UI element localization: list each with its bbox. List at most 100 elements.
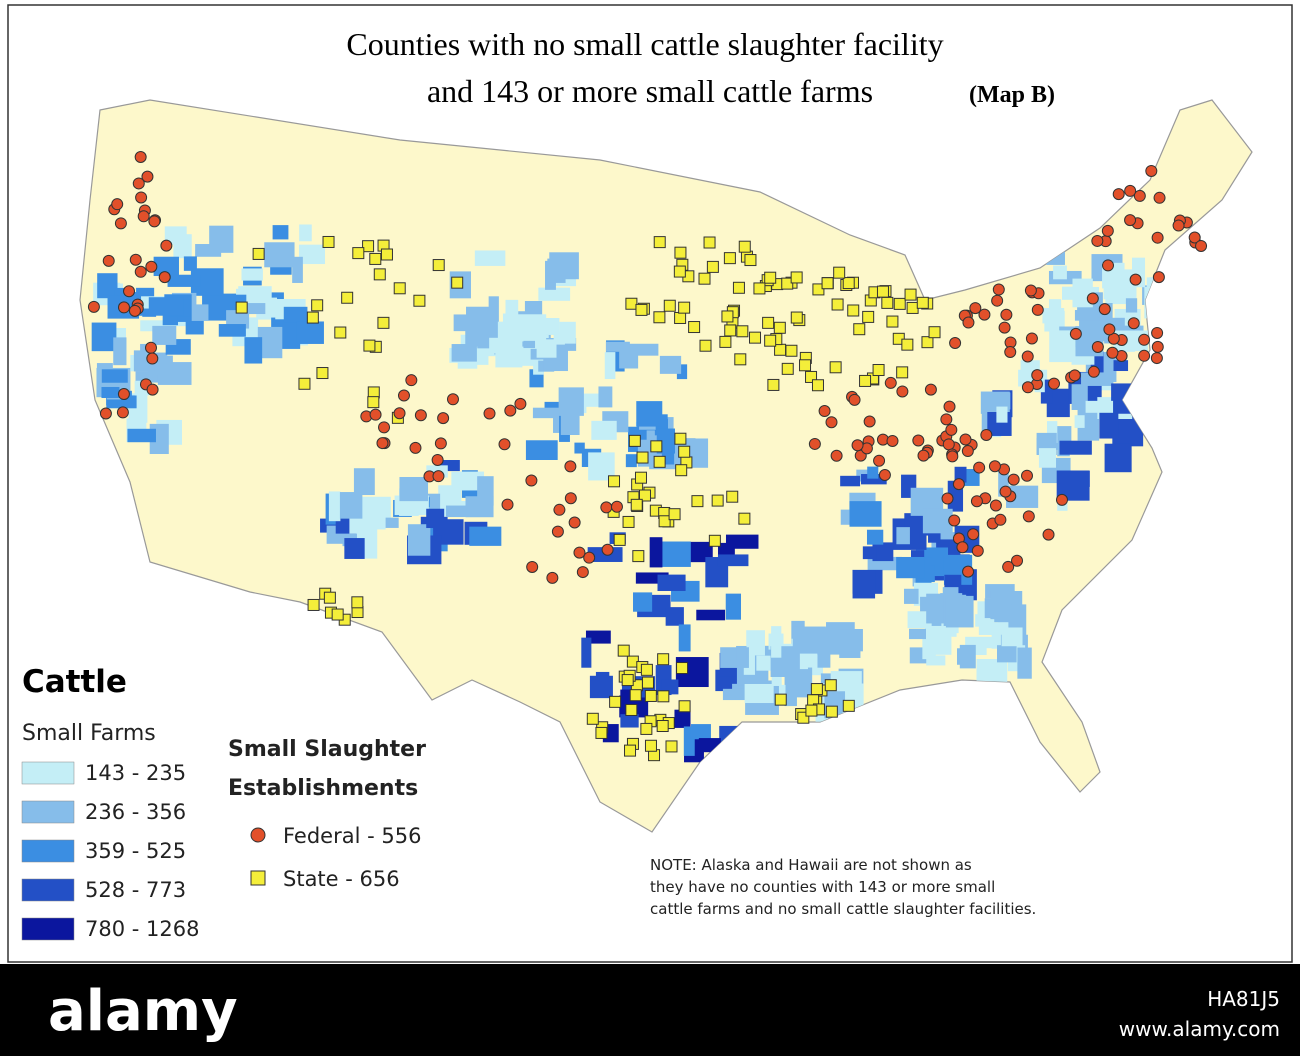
- establishments-title: Establishments: [228, 776, 418, 801]
- federal-dot: [102, 254, 115, 267]
- federal-dot: [942, 438, 955, 451]
- state-square: [306, 311, 319, 324]
- federal-dot: [851, 439, 864, 452]
- state-square: [706, 260, 719, 273]
- state-square: [644, 739, 657, 752]
- state-square: [847, 304, 860, 317]
- county-patch: [659, 355, 682, 374]
- county-patch: [1006, 485, 1039, 508]
- county-patch: [547, 258, 566, 283]
- county-patch: [904, 588, 919, 604]
- state-square: [451, 276, 464, 289]
- county-patch: [299, 224, 312, 242]
- federal-dot: [437, 412, 450, 425]
- federal-dot: [129, 253, 142, 266]
- state-square: [764, 334, 777, 347]
- establishments-title: Small Slaughter: [228, 737, 426, 762]
- county-patch: [994, 608, 1020, 623]
- federal-dot: [568, 516, 581, 529]
- federal-dot: [250, 827, 266, 843]
- state-square: [656, 720, 669, 733]
- state-square: [711, 494, 724, 507]
- county-patch: [862, 546, 877, 560]
- federal-dot: [1124, 214, 1137, 227]
- state-square: [613, 533, 626, 546]
- state-square: [749, 331, 762, 344]
- county-patch: [861, 474, 887, 485]
- federal-dot: [1042, 528, 1055, 541]
- county-patch: [909, 628, 927, 640]
- county-patch: [598, 386, 613, 408]
- federal-dot: [1172, 219, 1185, 232]
- federal-dot: [1069, 327, 1082, 340]
- state-square: [829, 361, 842, 374]
- federal-dot: [409, 441, 422, 454]
- federal-dot: [601, 543, 614, 556]
- federal-dot: [498, 438, 511, 451]
- county-patch: [477, 476, 494, 506]
- federal-dot: [994, 513, 1007, 526]
- legend-label: 236 - 356: [85, 800, 186, 824]
- federal-dot: [114, 217, 127, 230]
- state-square: [367, 396, 380, 409]
- federal-dot: [145, 260, 158, 273]
- county-patch: [840, 475, 861, 487]
- state-square: [744, 254, 757, 267]
- state-square: [377, 316, 390, 329]
- federal-dot: [504, 404, 517, 417]
- county-patch: [183, 256, 197, 271]
- federal-dot: [948, 514, 961, 527]
- federal-dot: [917, 449, 930, 462]
- county-patch: [376, 517, 399, 528]
- county-patch: [558, 387, 584, 416]
- state-square: [674, 432, 687, 445]
- county-patch: [1085, 400, 1114, 413]
- county-patch: [997, 645, 1017, 663]
- federal-dot: [553, 503, 566, 516]
- state-square: [767, 378, 780, 391]
- federal-dot: [600, 501, 613, 514]
- federal-dot: [158, 271, 171, 284]
- federal-dot: [134, 265, 147, 278]
- farms-title: Small Farms: [22, 721, 156, 746]
- county-patch: [965, 636, 995, 649]
- federal-dot: [998, 321, 1011, 334]
- state-square: [636, 451, 649, 464]
- state-square: [698, 272, 711, 285]
- federal-dot: [980, 428, 993, 441]
- state-square: [650, 440, 663, 453]
- county-patch: [1104, 443, 1132, 473]
- federal-dot: [1068, 369, 1081, 382]
- federal-dot: [1124, 184, 1137, 197]
- federal-dot: [1021, 381, 1034, 394]
- title-line-2: and 143 or more small cattle farms: [427, 73, 873, 109]
- federal-dot: [414, 409, 427, 422]
- state-square: [624, 744, 637, 757]
- federal-dot: [132, 177, 145, 190]
- state-square: [734, 353, 747, 366]
- county-patch: [867, 466, 879, 479]
- state-square: [842, 699, 855, 712]
- federal-dot: [1102, 259, 1115, 272]
- federal-dot: [117, 301, 130, 314]
- county-patch: [1059, 440, 1092, 455]
- county-patch: [512, 314, 547, 341]
- state-square: [811, 379, 824, 392]
- state-square: [235, 301, 248, 314]
- county-patch: [209, 225, 234, 253]
- county-patch: [674, 709, 691, 728]
- state-square: [790, 311, 803, 324]
- state-square: [738, 240, 751, 253]
- state-square: [719, 335, 732, 348]
- county-patch: [1074, 415, 1085, 428]
- state-square: [764, 271, 777, 284]
- county-patch: [678, 624, 691, 652]
- county-patch: [469, 526, 502, 546]
- federal-dot: [945, 423, 958, 436]
- county-patch: [976, 659, 1008, 683]
- federal-dot: [962, 316, 975, 329]
- county-patch: [153, 256, 179, 277]
- county-patch: [1106, 283, 1125, 301]
- state-square: [629, 689, 642, 702]
